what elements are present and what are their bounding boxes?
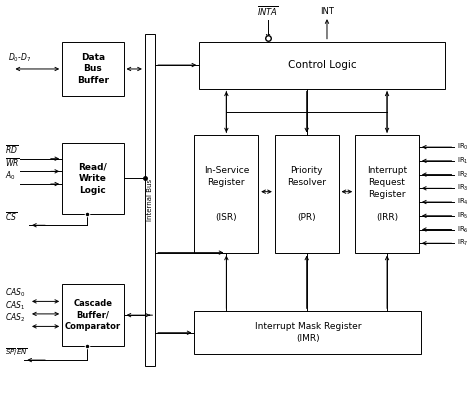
- Text: INT: INT: [320, 7, 334, 16]
- Text: Interrupt
Request
Register

(IRR): Interrupt Request Register (IRR): [367, 166, 407, 222]
- Bar: [199, 42, 445, 89]
- Text: Control Logic: Control Logic: [288, 60, 356, 70]
- Text: IR$_0$: IR$_0$: [457, 142, 469, 152]
- Bar: [62, 143, 124, 214]
- Text: $A_0$: $A_0$: [5, 169, 16, 182]
- Bar: [62, 284, 124, 346]
- Bar: [194, 136, 258, 253]
- Text: IR$_4$: IR$_4$: [457, 197, 469, 207]
- Text: IR$_2$: IR$_2$: [457, 169, 468, 180]
- Text: $\overline{INTA}$: $\overline{INTA}$: [257, 4, 279, 18]
- Bar: [275, 136, 338, 253]
- Text: $D_0$-$D_7$: $D_0$-$D_7$: [8, 52, 31, 64]
- Text: Read/
Write
Logic: Read/ Write Logic: [79, 162, 107, 195]
- Text: IR$_5$: IR$_5$: [457, 211, 468, 221]
- Text: $\overline{RD}$: $\overline{RD}$: [5, 145, 18, 157]
- Text: Internal Bus: Internal Bus: [147, 179, 153, 221]
- Text: In-Service
Register


(ISR): In-Service Register (ISR): [204, 166, 249, 222]
- Bar: [145, 34, 155, 366]
- Text: $\overline{WR}$: $\overline{WR}$: [5, 157, 20, 169]
- Text: $\overline{SP}/\overline{EN}$: $\overline{SP}/\overline{EN}$: [5, 346, 28, 358]
- Text: IR$_1$: IR$_1$: [457, 156, 468, 166]
- Text: Cascade
Buffer/
Comparator: Cascade Buffer/ Comparator: [65, 299, 121, 331]
- Text: $CAS_1$: $CAS_1$: [5, 299, 26, 312]
- Text: IR$_7$: IR$_7$: [457, 238, 468, 248]
- Text: Data
Bus
Buffer: Data Bus Buffer: [77, 53, 109, 85]
- Text: $\overline{CS}$: $\overline{CS}$: [5, 211, 18, 223]
- Text: $CAS_2$: $CAS_2$: [5, 312, 26, 324]
- Bar: [355, 136, 419, 253]
- Bar: [194, 311, 421, 354]
- Bar: [62, 42, 124, 96]
- Text: Interrupt Mask Register
(IMR): Interrupt Mask Register (IMR): [255, 322, 361, 343]
- Text: IR$_6$: IR$_6$: [457, 225, 469, 234]
- Text: $CAS_0$: $CAS_0$: [5, 287, 26, 299]
- Text: IR$_3$: IR$_3$: [457, 183, 468, 193]
- Text: Priority
Resolver


(PR): Priority Resolver (PR): [287, 166, 326, 222]
